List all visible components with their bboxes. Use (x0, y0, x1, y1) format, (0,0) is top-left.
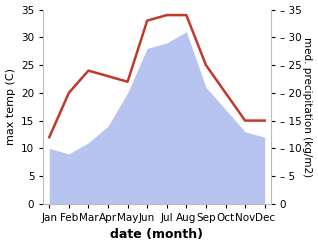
Y-axis label: med. precipitation (kg/m2): med. precipitation (kg/m2) (302, 37, 313, 177)
X-axis label: date (month): date (month) (110, 228, 204, 242)
Y-axis label: max temp (C): max temp (C) (5, 68, 16, 145)
